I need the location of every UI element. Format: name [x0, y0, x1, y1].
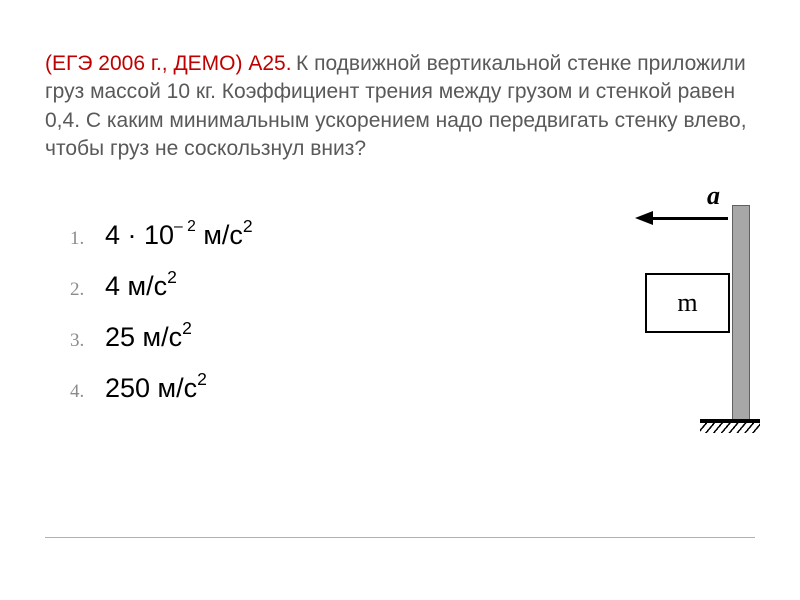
arrow-shaft [643, 217, 728, 220]
answer-list: 1. 4 · 10– 2 м/с2 2. 4 м/с2 3. 25 м/с2 4… [45, 218, 253, 422]
answer-value: 25 м/с2 [105, 320, 192, 353]
answer-option: 2. 4 м/с2 [70, 269, 253, 302]
answer-value: 4 м/с2 [105, 269, 177, 302]
answer-option: 3. 25 м/с2 [70, 320, 253, 353]
acceleration-label: a [707, 181, 720, 211]
answer-number: 1. [70, 228, 105, 250]
mass-box: m [645, 273, 730, 333]
answer-number: 4. [70, 381, 105, 403]
problem-source: (ЕГЭ 2006 г., ДЕМО) А25. [45, 52, 292, 75]
footer-divider [45, 537, 755, 538]
ground-hatch [700, 423, 760, 433]
physics-diagram: a m [540, 173, 750, 423]
answer-number: 2. [70, 279, 105, 301]
answer-value: 250 м/с2 [105, 371, 207, 404]
wall [732, 205, 750, 420]
answer-option: 4. 250 м/с2 [70, 371, 253, 404]
answer-number: 3. [70, 330, 105, 352]
mass-label: m [677, 288, 697, 318]
question-block: (ЕГЭ 2006 г., ДЕМО) А25. К подвижной вер… [45, 50, 755, 163]
answer-option: 1. 4 · 10– 2 м/с2 [70, 218, 253, 251]
content-row: 1. 4 · 10– 2 м/с2 2. 4 м/с2 3. 25 м/с2 4… [45, 218, 755, 423]
arrow-head-icon [635, 211, 653, 225]
answer-value: 4 · 10– 2 м/с2 [105, 218, 253, 251]
